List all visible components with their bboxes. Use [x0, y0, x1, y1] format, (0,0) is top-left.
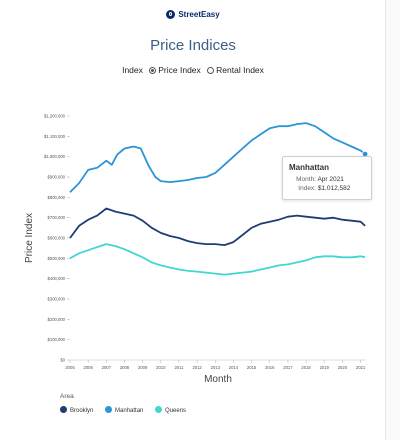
- price-index-option[interactable]: Price Index: [149, 65, 201, 75]
- streeteasy-logo-icon: [166, 10, 176, 19]
- tooltip-index-value: $1,012,582: [317, 185, 351, 192]
- legend-item-queens[interactable]: Queens: [155, 406, 186, 414]
- price-index-label: Price Index: [158, 65, 201, 75]
- y-tick-label: $500,000: [48, 256, 66, 261]
- x-tick-label: 2020: [338, 365, 348, 370]
- y-tick-label: $300,000: [48, 297, 66, 302]
- x-tick-label: 2018: [301, 365, 311, 370]
- tooltip-title: Manhattan: [289, 163, 329, 172]
- legend: Area Brooklyn Manhattan Queens: [60, 393, 196, 414]
- brand-name: StreetEasy: [178, 10, 220, 19]
- x-tick-label: 2008: [120, 365, 130, 370]
- y-tick-label: $200,000: [48, 317, 66, 322]
- legend-swatch-queens: [155, 406, 163, 413]
- x-axis-label: Month: [204, 374, 232, 385]
- y-tick-label: $800,000: [48, 195, 66, 200]
- x-tick-label: 2014: [229, 365, 239, 370]
- x-tick-label: 2012: [192, 365, 202, 370]
- x-tick-label: 2011: [174, 365, 184, 370]
- y-tick-label: $1,100,000: [44, 134, 66, 139]
- x-tick-label: 2010: [156, 365, 166, 370]
- legend-item-brooklyn[interactable]: Brooklyn: [60, 406, 93, 414]
- page-scrollbar[interactable]: [385, 0, 400, 440]
- rental-index-option[interactable]: Rental Index: [207, 65, 264, 75]
- y-tick-label: $1,000,000: [44, 154, 66, 159]
- x-tick-label: 2019: [320, 365, 330, 370]
- y-tick-label: $0: [60, 358, 65, 363]
- brand-header: StreetEasy: [0, 10, 386, 19]
- legend-label-queens: Queens: [165, 408, 187, 414]
- legend-label-brooklyn: Brooklyn: [70, 408, 94, 414]
- tooltip-month-value: Apr 2021: [317, 176, 344, 183]
- x-tick-label: 2013: [211, 365, 221, 370]
- y-tick-label: $400,000: [48, 276, 66, 281]
- rental-index-label: Rental Index: [216, 65, 264, 75]
- x-tick-label: 2017: [283, 365, 293, 370]
- chart-title: Price Indices: [150, 37, 236, 54]
- series-line-brooklyn: [69, 207, 366, 246]
- series-line-queens: [69, 243, 366, 276]
- tooltip-index-label: Index:: [298, 185, 316, 192]
- legend-swatch-brooklyn: [60, 406, 67, 413]
- price-index-radio-icon[interactable]: [149, 67, 157, 74]
- tooltip-month-row: Month: Apr 2021: [289, 175, 371, 184]
- x-tick-label: 2015: [247, 365, 257, 370]
- tooltip-index-row: Index: $1,012,582: [289, 184, 371, 193]
- legend-label-manhattan: Manhattan: [115, 408, 144, 414]
- y-tick-label: $1,200,000: [44, 114, 66, 119]
- x-tick-label: 2007: [102, 365, 112, 370]
- y-tick-label: $900,000: [48, 175, 66, 180]
- index-toggle: Index Price Index Rental Index: [0, 65, 386, 75]
- series-line-manhattan: [69, 122, 366, 193]
- rental-index-radio-icon[interactable]: [207, 67, 215, 74]
- x-tick-label: 2021: [356, 365, 366, 370]
- y-tick-label: $700,000: [48, 215, 66, 220]
- legend-item-manhattan[interactable]: Manhattan: [105, 406, 143, 414]
- price-index-chart: $0 $100,000 $200,000 $300,000 $400,000 $500,0…: [24, 114, 369, 385]
- y-axis-label: Price Index: [24, 213, 35, 263]
- tooltip-month-label: Month:: [296, 176, 316, 183]
- y-tick-label: $100,000: [48, 337, 66, 342]
- legend-title: Area: [60, 393, 74, 400]
- legend-swatch-manhattan: [105, 406, 113, 413]
- index-toggle-label: Index: [122, 65, 143, 75]
- tooltip: Manhattan Month: Apr 2021 Index: $1,012,…: [282, 156, 372, 200]
- x-tick-label: 2009: [138, 365, 148, 370]
- x-tick-label: 2006: [83, 365, 93, 370]
- x-tick-label: 2016: [265, 365, 275, 370]
- y-tick-label: $600,000: [48, 236, 66, 241]
- x-tick-label: 2005: [65, 365, 75, 370]
